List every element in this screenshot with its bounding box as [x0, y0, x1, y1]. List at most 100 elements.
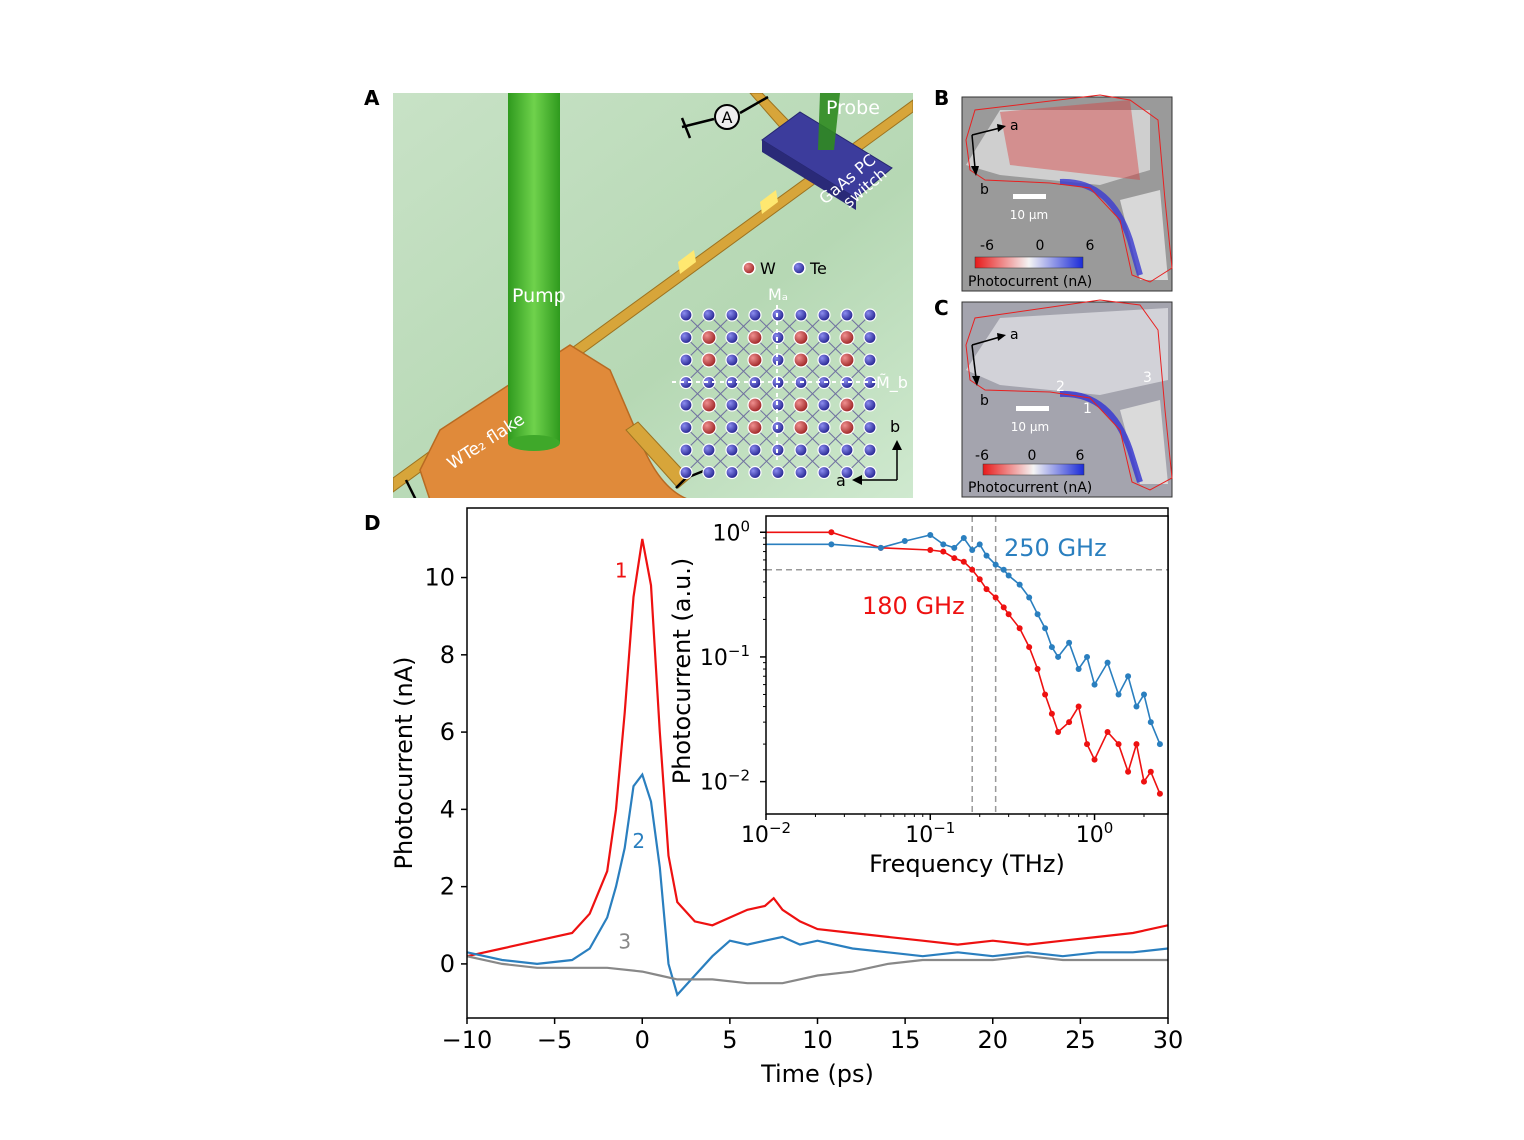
spectrum-point [1104, 729, 1111, 736]
spectrum-point [992, 594, 999, 601]
y-tick-label: 2 [440, 873, 455, 901]
position-2-label: 2 [1056, 379, 1065, 395]
te-atom [725, 398, 739, 412]
x-tick-label: −10 [442, 1026, 493, 1054]
spectrum-point [1140, 691, 1147, 698]
w-atom [747, 352, 763, 368]
inset-x-tick-label: 100 [1076, 819, 1114, 848]
te-atom [679, 465, 693, 480]
w-atom [701, 329, 717, 346]
te-atom [840, 465, 854, 480]
flake-outline [965, 94, 1173, 283]
spectrum-point [969, 547, 976, 554]
spectrum-point [1034, 666, 1041, 673]
cbar-max: 6 [1086, 238, 1095, 254]
spectrum-point [828, 529, 835, 536]
cbar-label: Photocurrent (nA) [968, 274, 1092, 290]
axis-b-label: b [980, 182, 989, 198]
spectrum-point [1016, 581, 1023, 588]
axis-b-arrow [971, 134, 976, 169]
x-tick-label: 30 [1153, 1026, 1184, 1054]
spectrum-point [1084, 741, 1091, 748]
spectrum-point [1066, 719, 1073, 726]
panel-label-b: B [934, 86, 949, 110]
position-3-label: 3 [1143, 370, 1152, 386]
w-atom [747, 329, 763, 346]
spectrum-point [1147, 768, 1154, 775]
spectrum-point [1115, 741, 1122, 748]
ammeter-icon [714, 104, 740, 130]
mirror-a-label: Mₐ [768, 285, 788, 304]
trace-3-line [467, 955, 1168, 985]
spectrum-point [951, 544, 958, 551]
te-atom [725, 443, 739, 457]
te-atom [817, 465, 831, 480]
spectrum-point [1156, 741, 1163, 748]
negative-response-region [1000, 100, 1140, 180]
te-atom [863, 308, 877, 322]
axis-a-label: a [1010, 118, 1019, 134]
te-atom [725, 330, 739, 345]
te-atom [679, 398, 693, 412]
panel-label-c: C [934, 296, 949, 320]
gaas-pc-switch [761, 111, 893, 199]
axis-b-arrowhead [892, 440, 902, 450]
position-1-label: 1 [1083, 401, 1092, 417]
te-atom [840, 443, 854, 457]
spectrum-point [1075, 666, 1082, 673]
spectrum-point [927, 547, 934, 554]
te-atom [771, 465, 785, 480]
spectrum-point [877, 544, 884, 551]
scale-label: 10 µm [1011, 420, 1049, 434]
spectrum-point [1140, 778, 1147, 785]
spectrum-point [927, 532, 934, 539]
spectrum-point [1156, 790, 1163, 797]
bottom-electrode [625, 421, 691, 489]
axis-a-arrow [971, 127, 1001, 136]
device-schematic [393, 93, 913, 498]
positive-response-edge [1059, 178, 1143, 276]
photocurrent-map-c [961, 299, 1173, 498]
line-highlight [678, 250, 696, 274]
x-tick-label: 15 [890, 1026, 921, 1054]
w-atom [701, 397, 717, 413]
te-atom [817, 330, 831, 345]
spectrum-point [1125, 673, 1132, 680]
axis-a-arrowhead [997, 333, 1006, 341]
scale-bar [1013, 194, 1046, 199]
spectrum-point [828, 541, 835, 548]
x-axis-label: Time (ps) [760, 1060, 874, 1088]
te-atom-legend-icon [792, 261, 806, 275]
cbar-label: Photocurrent (nA) [968, 480, 1092, 496]
pump-spot [508, 435, 560, 451]
te-atom [702, 308, 716, 322]
ground-icon [404, 479, 417, 498]
te-atom [679, 443, 693, 457]
x-tick-label: 25 [1065, 1026, 1096, 1054]
te-atom [817, 398, 831, 412]
axis-b-arrowhead [972, 376, 980, 386]
w-atom [793, 329, 809, 346]
line-highlight [760, 190, 778, 214]
spectrum-point [1016, 625, 1023, 632]
spectrum-point [1055, 729, 1062, 736]
pump-beam [508, 93, 560, 443]
spectrum-point [1000, 604, 1007, 611]
te-atom [863, 398, 877, 412]
w-atom [839, 329, 855, 346]
ground-icon [680, 117, 692, 139]
spectrum-point [1125, 768, 1132, 775]
trace-2-line [467, 772, 1168, 998]
cbar-min: -6 [975, 448, 989, 464]
inset-x-tick-label: 10−2 [741, 819, 791, 848]
spectrum-point [940, 548, 947, 555]
axis-b-arrow [971, 344, 977, 379]
spectrum-point [1048, 644, 1055, 651]
spectrum-point [1048, 710, 1055, 717]
cbar-max: 6 [1076, 448, 1085, 464]
te-atom [702, 465, 716, 480]
ammeter-label: A [722, 108, 733, 127]
y-tick-label: 0 [440, 950, 455, 978]
inset-x-axis-label: Frequency (THz) [869, 850, 1065, 878]
cbar-mid: 0 [1028, 448, 1037, 464]
